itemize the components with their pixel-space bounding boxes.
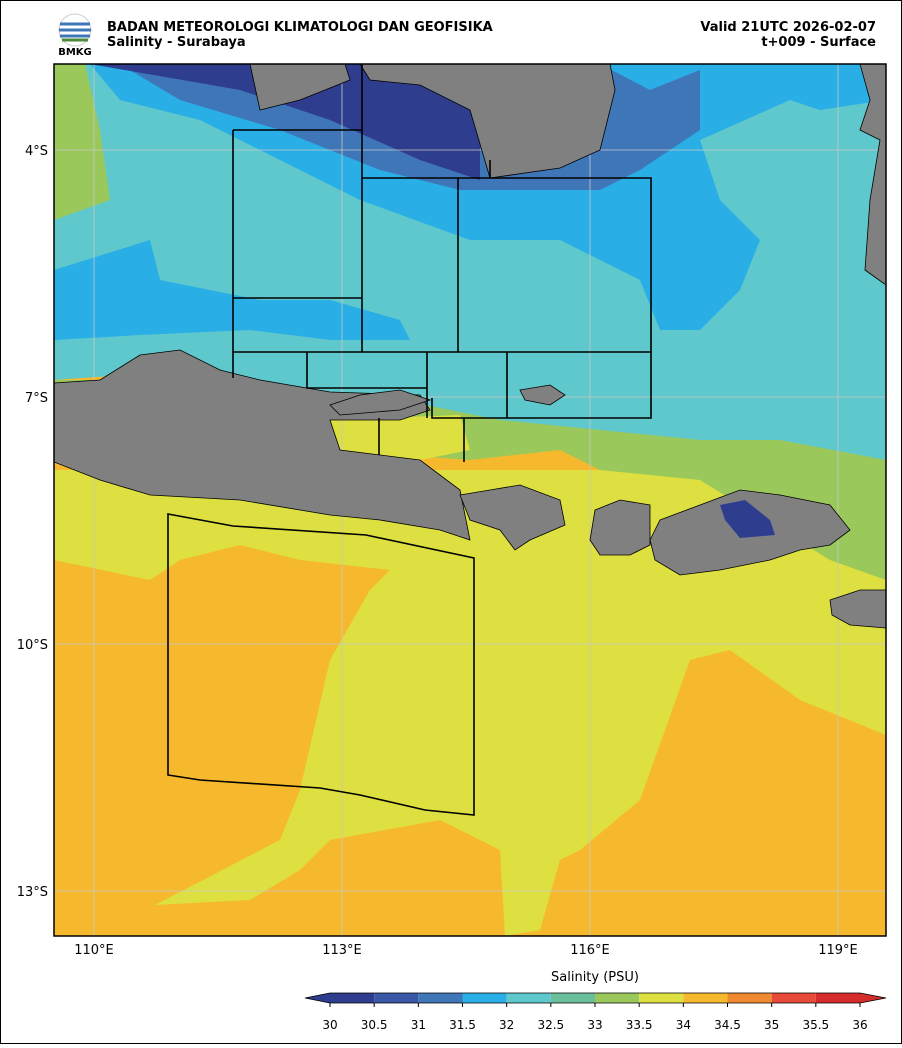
colorbar-bin [639, 993, 684, 1003]
header-subtitle: Salinity - Surabaya [107, 35, 246, 50]
zone-boundaries [167, 64, 652, 816]
colorbar-bin [595, 993, 640, 1003]
valid-time: Valid 21UTC 2026-02-07 [700, 20, 876, 35]
colorbar-extend-high [860, 993, 886, 1003]
colorbar-bin [462, 993, 507, 1003]
lon-label: 110°E [74, 943, 114, 958]
colorbar-bin [815, 993, 860, 1003]
colorbar-bin [418, 993, 463, 1003]
lon-label: 113°E [322, 943, 362, 958]
colorbar-bin [683, 993, 728, 1003]
colorbar-tick-label: 36 [852, 1018, 867, 1032]
colorbar-bin [771, 993, 816, 1003]
lat-label: 4°S [25, 144, 48, 159]
lon-label: 119°E [818, 943, 858, 958]
colorbar-bin [550, 993, 595, 1003]
logo: BMKG [58, 13, 92, 58]
colorbar-extend-low [305, 993, 330, 1003]
colorbar-bin [330, 993, 375, 1003]
colorbar: 30 30.5 31 31.5 32 32.5 33 33.5 34 34.5 35 35.5 36 [304, 992, 887, 1032]
colorbar-tick-label: 35.5 [802, 1018, 829, 1032]
colorbar-tick-label: 30.5 [361, 1018, 388, 1032]
lat-label: 7°S [25, 391, 48, 406]
land [54, 64, 886, 629]
lon-label: 116°E [570, 943, 610, 958]
colorbar-bin [506, 993, 551, 1003]
colorbar-tick-label: 33.5 [626, 1018, 653, 1032]
lat-label: 13°S [17, 885, 48, 900]
colorbar-tick-label: 32 [499, 1018, 514, 1032]
colorbar-tick-label: 31 [411, 1018, 426, 1032]
colorbar-bin [727, 993, 772, 1003]
map [54, 64, 886, 936]
map-axes: 4°S 7°S 10°S 13°S 110°E 113°E 116°E 119°E [17, 144, 858, 958]
forecast-info: t+009 - Surface [761, 35, 876, 50]
lat-label: 10°S [17, 638, 48, 653]
colorbar-tick-label: 35 [764, 1018, 779, 1032]
colorbar-tick-label: 34.5 [714, 1018, 741, 1032]
colorbar-tick-label: 33 [587, 1018, 602, 1032]
colorbar-label: Salinity (PSU) [551, 970, 639, 985]
logo-text: BMKG [58, 47, 92, 58]
map-frame [53, 63, 887, 937]
colorbar-tick-label: 34 [676, 1018, 691, 1032]
colorbar-bin [374, 993, 419, 1003]
colorbar-tick-label: 31.5 [449, 1018, 476, 1032]
colorbar-tick-label: 30 [322, 1018, 337, 1032]
header-title: BADAN METEOROLOGI KLIMATOLOGI DAN GEOFIS… [107, 20, 493, 35]
colorbar-tick-label: 32.5 [537, 1018, 564, 1032]
